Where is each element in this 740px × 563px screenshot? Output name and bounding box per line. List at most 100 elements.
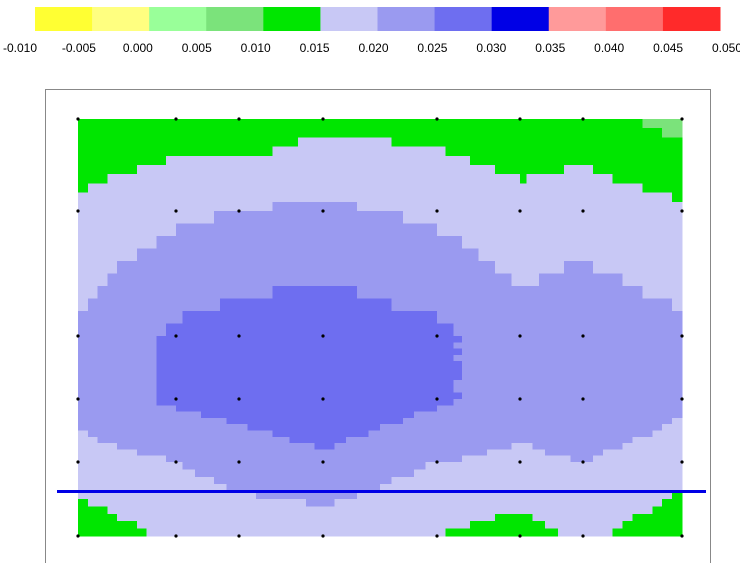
contour-cell bbox=[78, 405, 89, 413]
contour-cell bbox=[146, 462, 157, 470]
contour-cell bbox=[570, 137, 578, 148]
contour-cell bbox=[391, 183, 404, 194]
contour-cell bbox=[380, 491, 392, 500]
contour-cell bbox=[453, 449, 463, 457]
contour-cell bbox=[255, 380, 265, 387]
contour-cell bbox=[592, 223, 604, 237]
contour-cell bbox=[402, 462, 415, 470]
contour-cell bbox=[478, 528, 488, 537]
contour-cell bbox=[182, 528, 190, 537]
contour-cell bbox=[652, 476, 663, 485]
contour-cell bbox=[486, 380, 496, 387]
contour-cell bbox=[182, 392, 190, 400]
contour-cell bbox=[570, 499, 578, 507]
contour-cell bbox=[357, 311, 370, 325]
contour-cell bbox=[166, 323, 177, 337]
contour-cell bbox=[570, 201, 578, 212]
contour-cell bbox=[188, 521, 196, 530]
contour-cell bbox=[538, 261, 546, 275]
contour-cell bbox=[107, 119, 118, 129]
contour-cell bbox=[453, 137, 463, 148]
contour-cell bbox=[545, 491, 553, 500]
contour-cell bbox=[445, 469, 455, 478]
contour-cell bbox=[239, 348, 248, 356]
contour-cell bbox=[188, 273, 196, 287]
contour-cell bbox=[672, 484, 683, 493]
contour-cell bbox=[672, 348, 683, 356]
contour-cell bbox=[107, 380, 118, 387]
contour-cell bbox=[345, 236, 358, 250]
contour-cell bbox=[334, 348, 347, 356]
contour-cell bbox=[117, 528, 128, 537]
contour-cell bbox=[281, 469, 290, 478]
contour-cell bbox=[570, 354, 578, 362]
contour-cell bbox=[672, 119, 683, 129]
contour-cell bbox=[612, 367, 624, 375]
contour-cell bbox=[662, 146, 673, 157]
contour-cell bbox=[207, 367, 215, 375]
contour-cell bbox=[220, 521, 227, 530]
contour-cell bbox=[323, 424, 335, 432]
contour-cell bbox=[188, 417, 196, 425]
contour-cell bbox=[583, 499, 594, 507]
contour-cell bbox=[402, 342, 415, 350]
contour-cell bbox=[402, 411, 415, 419]
contour-cell bbox=[97, 311, 108, 325]
contour-cell bbox=[127, 424, 138, 432]
contour-cell bbox=[220, 386, 227, 394]
contour-cell bbox=[272, 528, 282, 537]
contour-cell bbox=[78, 484, 89, 493]
contour-cell bbox=[166, 119, 177, 129]
contour-cell bbox=[357, 367, 370, 375]
contour-cell bbox=[602, 367, 614, 375]
contour-cell bbox=[156, 236, 167, 250]
contour-cell bbox=[146, 174, 157, 184]
contour-cell bbox=[334, 223, 347, 237]
contour-cell bbox=[564, 424, 571, 432]
contour-cell bbox=[289, 506, 299, 515]
contour-cell bbox=[176, 183, 183, 194]
contour-cell bbox=[297, 354, 307, 362]
contour-cell bbox=[437, 491, 446, 500]
contour-cell bbox=[127, 499, 138, 507]
contour-cell bbox=[226, 399, 234, 406]
contour-cell bbox=[503, 528, 513, 537]
contour-cell bbox=[220, 506, 227, 515]
contour-cell bbox=[642, 223, 653, 237]
contour-cell bbox=[239, 183, 248, 194]
contour-cell bbox=[176, 248, 183, 262]
contour-cell bbox=[662, 336, 673, 343]
contour-cell bbox=[87, 119, 99, 129]
contour-cell bbox=[612, 146, 624, 157]
contour-cell bbox=[391, 286, 404, 300]
contour-cell bbox=[532, 380, 540, 387]
contour-cell bbox=[272, 424, 282, 432]
contour-cell bbox=[642, 462, 653, 470]
contour-cell bbox=[314, 248, 324, 262]
contour-cell bbox=[239, 137, 248, 148]
contour-cell bbox=[612, 128, 624, 138]
contour-cell bbox=[314, 165, 324, 175]
contour-cell bbox=[437, 405, 446, 413]
contour-cell bbox=[495, 174, 504, 184]
contour-cell bbox=[297, 513, 307, 522]
contour-cell bbox=[264, 336, 274, 343]
contour-cell bbox=[391, 248, 404, 262]
contour-cell bbox=[551, 373, 559, 381]
contour-cell bbox=[226, 484, 234, 493]
contour-cell bbox=[176, 273, 183, 287]
contour-cell bbox=[486, 342, 496, 350]
contour-cell bbox=[166, 506, 177, 515]
contour-cell bbox=[557, 261, 565, 275]
contour-cell bbox=[207, 455, 215, 463]
contour-cell bbox=[622, 424, 634, 432]
contour-cell bbox=[107, 336, 118, 343]
contour-cell bbox=[391, 513, 404, 522]
contour-cell bbox=[478, 499, 488, 507]
contour-cell bbox=[602, 436, 614, 444]
contour-cell bbox=[551, 443, 559, 450]
contour-cell bbox=[272, 201, 282, 212]
contour-cell bbox=[306, 513, 316, 522]
contour-cell bbox=[127, 273, 138, 287]
contour-cell bbox=[232, 354, 240, 362]
